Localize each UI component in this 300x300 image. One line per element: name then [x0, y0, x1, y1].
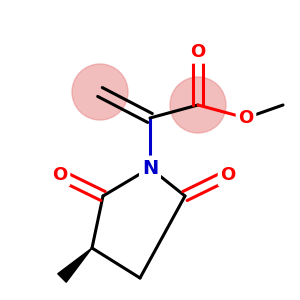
- Circle shape: [72, 64, 128, 120]
- Text: O: O: [52, 166, 68, 184]
- Text: O: O: [190, 43, 206, 61]
- Text: O: O: [220, 166, 236, 184]
- Text: N: N: [142, 158, 158, 178]
- Text: O: O: [238, 109, 253, 127]
- Polygon shape: [58, 248, 92, 282]
- Circle shape: [170, 77, 226, 133]
